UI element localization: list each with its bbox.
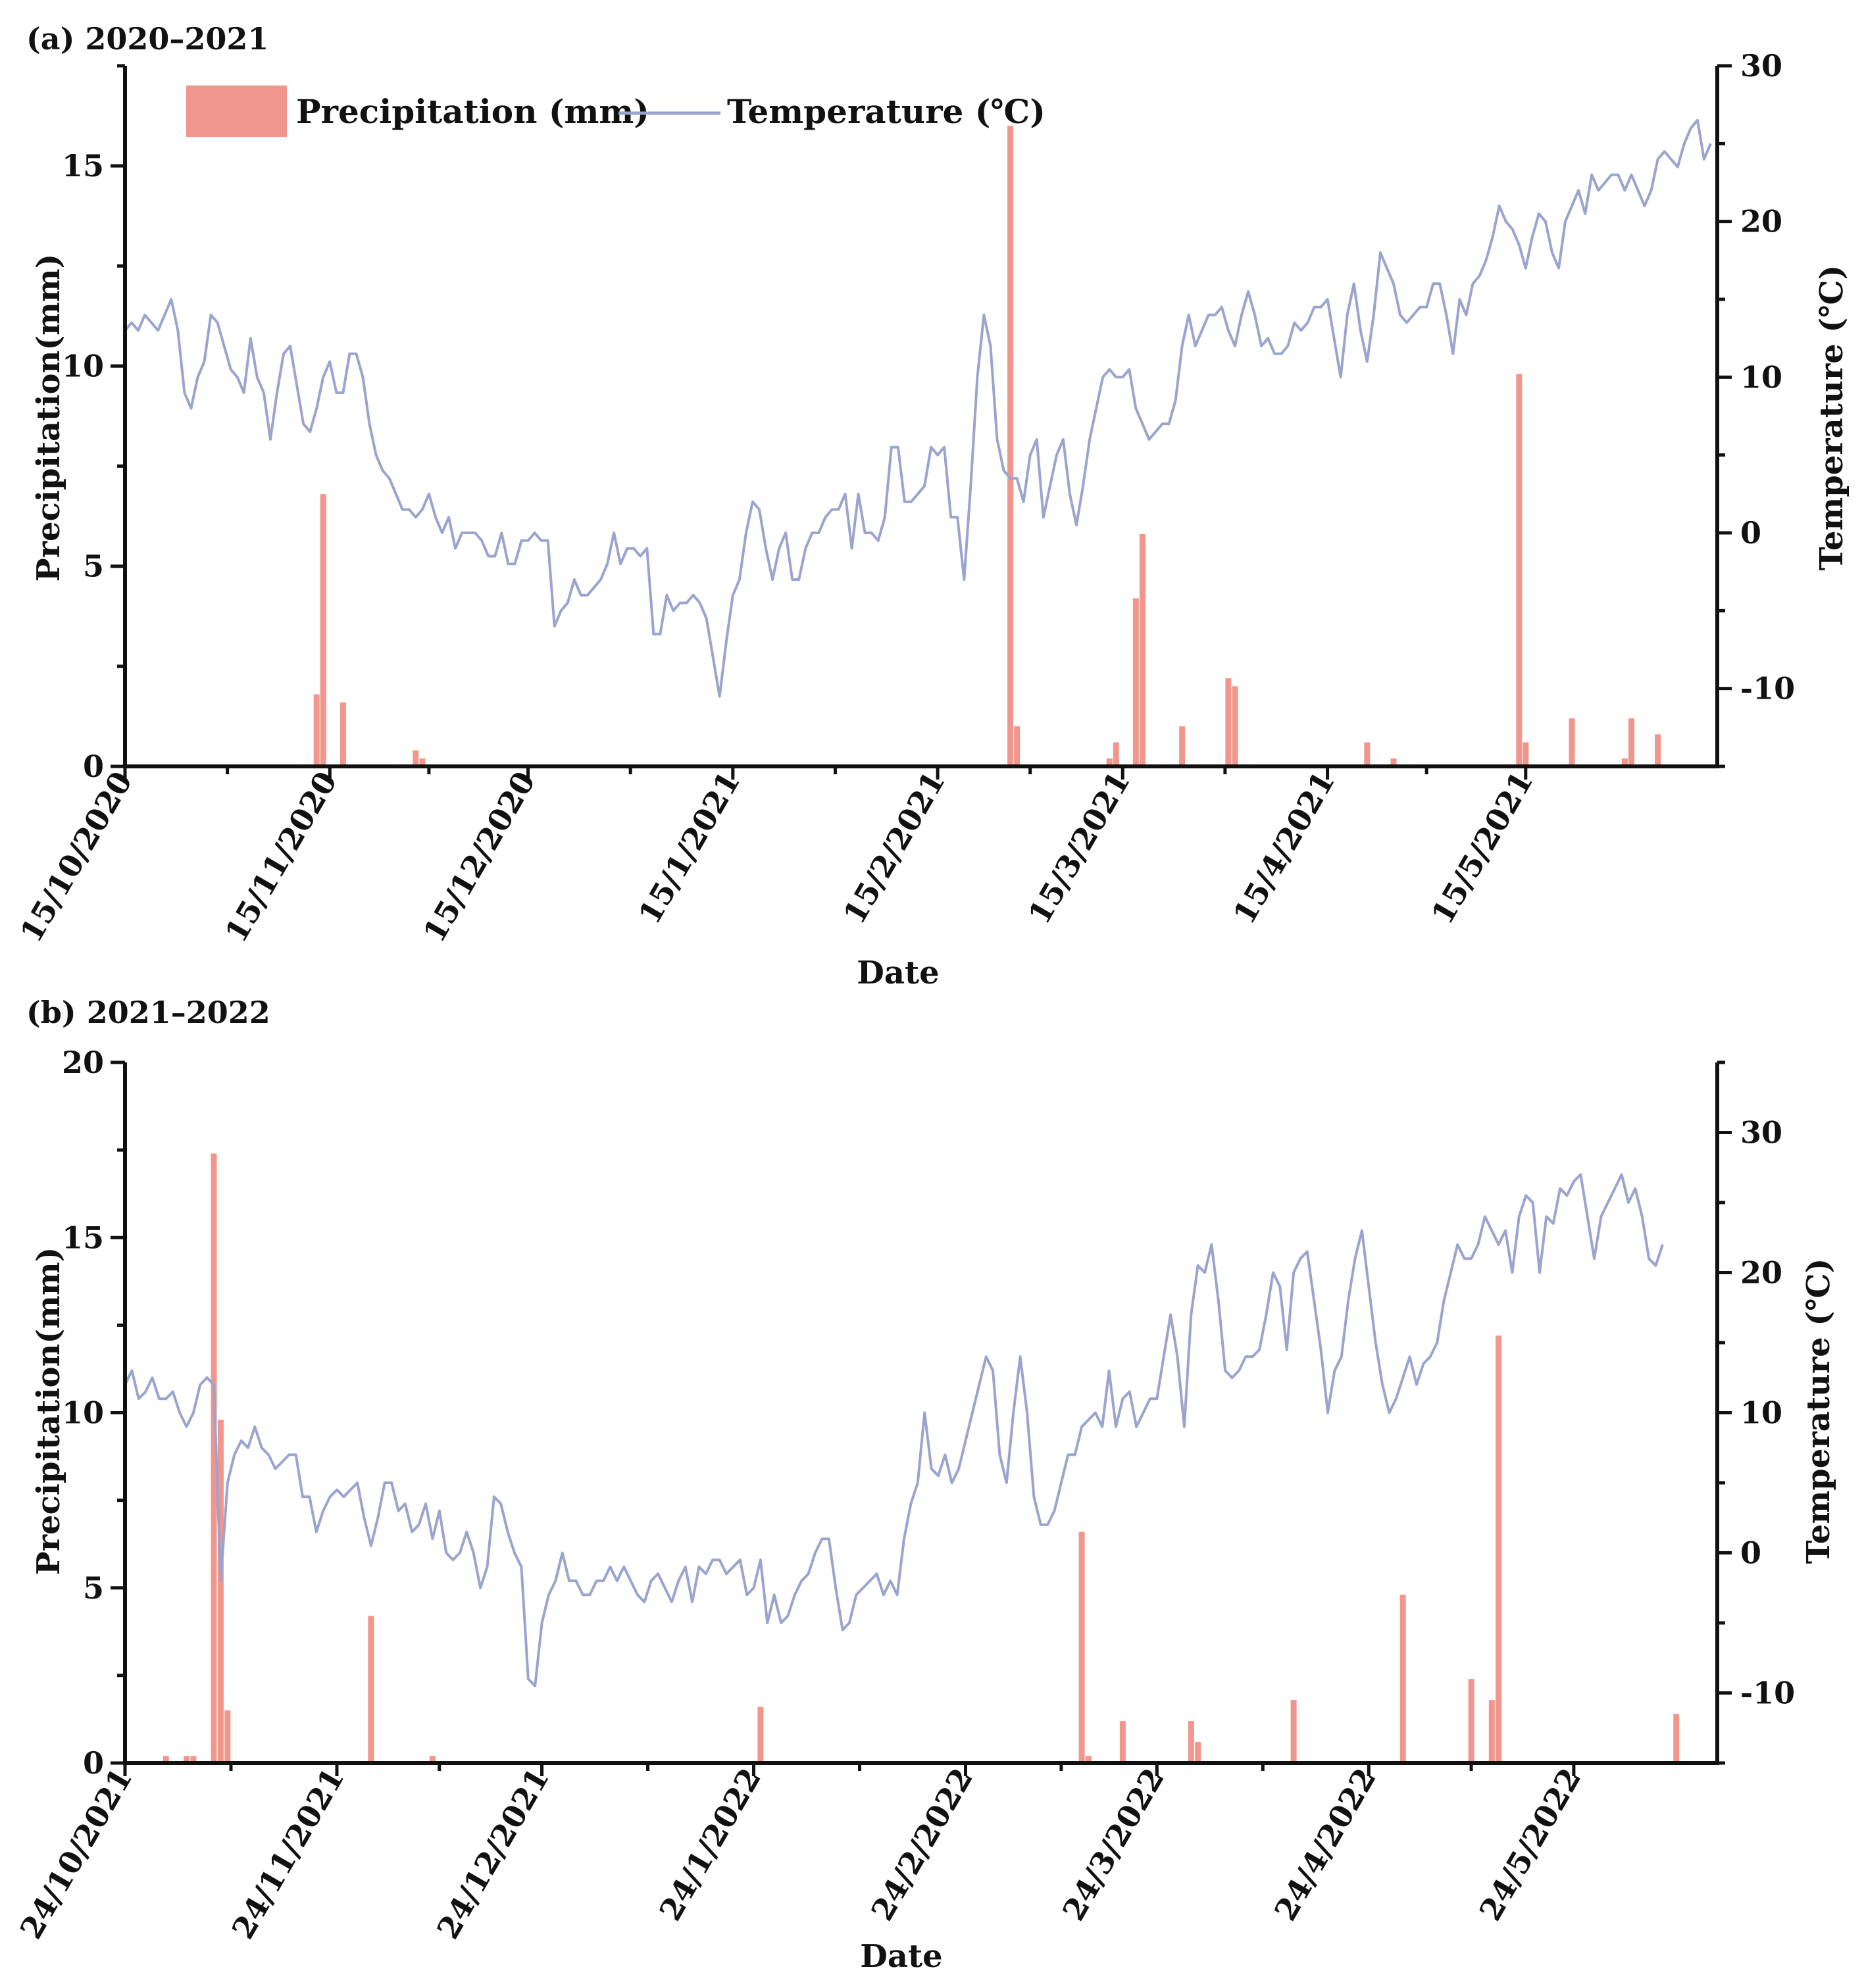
panel-a-precip-bar — [1364, 742, 1371, 766]
panel-b-ylabel: Precipitation(mm) — [30, 1247, 67, 1576]
panel-a-precip-bar — [413, 750, 419, 766]
panel-a-precip-bar — [340, 702, 346, 766]
panel-a-precip-bar — [1179, 726, 1186, 766]
panel-a-date-label: 15/12/2020 — [416, 766, 542, 949]
panel-a-temp-line — [124, 118, 1712, 698]
legend-precip-swatch — [186, 86, 287, 137]
panel-a-precip-bar — [1621, 758, 1628, 766]
panel-b-precip-bar — [1086, 1756, 1092, 1763]
panel-a-ytick-label: 0 — [83, 749, 104, 784]
legend-precip-label: Precipitation (mm) — [296, 92, 649, 131]
panel-b-y2tick-label: -10 — [1740, 1676, 1795, 1711]
panel-a-precip-bar — [1628, 718, 1634, 766]
panel-a-precip-bar — [1232, 686, 1238, 766]
panel-a-temperature-series — [124, 118, 1712, 698]
panel-b-temp-line — [124, 1173, 1664, 1687]
panel-b-date-label: 24/10/2021 — [13, 1762, 139, 1945]
panel-b-date-label: 24/2/2022 — [864, 1762, 980, 1927]
legend: Precipitation (mm) Temperature (℃) — [186, 86, 1045, 137]
panel-a-precip-bar — [1655, 734, 1661, 766]
panel-b-ytick-label: 5 — [83, 1570, 104, 1606]
panel-b-precip-bar — [1188, 1721, 1194, 1763]
panel-a-precip-bar — [1014, 726, 1020, 766]
panel-a-date-label: 15/1/2021 — [632, 766, 747, 930]
panel-b-precip-bar — [1468, 1679, 1474, 1763]
panel-a-title: (a) 2020–2021 — [26, 21, 268, 57]
panel-a-ytick-label: 10 — [62, 348, 104, 384]
panel-a-date-label: 15/11/2020 — [218, 766, 344, 949]
panel-b-precip-bar — [217, 1420, 224, 1763]
panel-b-ytick-label: 0 — [83, 1745, 104, 1781]
panel-b-precip-bar — [224, 1710, 231, 1763]
panel-b-precip-bar — [211, 1153, 217, 1763]
panel-b-y2tick-label: 10 — [1740, 1395, 1782, 1431]
panel-a-precip-bar — [1113, 742, 1119, 766]
panel-a-date-label: 15/4/2021 — [1226, 766, 1342, 930]
panel-b-y2label: Temperature (℃) — [1800, 1258, 1837, 1564]
panel-b-precip-bar — [1399, 1595, 1406, 1763]
panel-b-precip-bar — [1673, 1714, 1680, 1763]
panel-b-title: (b) 2021–2022 — [26, 995, 270, 1030]
panel-a-precip-bar — [1225, 678, 1232, 766]
panel-a-precip-bar — [1516, 374, 1523, 766]
panel-b-ytick-label: 20 — [62, 1045, 104, 1080]
panel-b-ytick-label: 15 — [62, 1220, 104, 1255]
panel-a-y2tick-label: 20 — [1740, 204, 1782, 239]
panel-a-precip-bar — [313, 694, 320, 766]
panel-a-bars — [313, 126, 1661, 767]
panel-a-ytick-label: 15 — [62, 148, 104, 184]
panel-a-precip-bar — [320, 494, 326, 766]
panel-a-precip-bar — [419, 758, 426, 766]
panel-b-precip-bar — [1488, 1700, 1495, 1763]
panel-b-precip-bar — [368, 1616, 374, 1763]
panel-b-precip-bar — [1078, 1531, 1085, 1763]
panel-b-temperature-series — [124, 1173, 1664, 1687]
panel-a-y2tick-label: 10 — [1740, 359, 1782, 395]
panel-a-precip-bar — [1106, 758, 1113, 766]
panel-a-y2tick-label: 30 — [1740, 48, 1782, 84]
panel-b-precip-bar — [163, 1756, 169, 1763]
panel-b-date-label: 24/11/2021 — [225, 1762, 351, 1945]
panel-a-precip-bar — [1139, 534, 1146, 766]
panel-b-ytick-label: 10 — [62, 1395, 104, 1431]
panel-b-y2tick-label: 20 — [1740, 1255, 1782, 1291]
panel-b-date-label: 24/12/2021 — [430, 1762, 556, 1945]
panel-a-precip-bar — [1390, 758, 1397, 766]
panel-a-date-label: 15/3/2021 — [1021, 766, 1137, 930]
panel-b-precip-bar — [757, 1706, 764, 1763]
panel-b-date-label: 24/5/2022 — [1473, 1762, 1588, 1927]
panel-a-ylabel: Precipitation(mm) — [30, 254, 67, 582]
panel-b-xlabel: Date — [860, 1938, 942, 1975]
panel-b-precip-bar — [1195, 1742, 1201, 1763]
panel-b-date-label: 24/1/2022 — [652, 1762, 768, 1927]
panel-a-y2tick-label: 0 — [1740, 515, 1761, 551]
panel-a-y2label: Temperature (℃) — [1813, 265, 1850, 571]
panel-a-y2tick-label: -10 — [1740, 671, 1795, 707]
panel-b-date-label: 24/3/2022 — [1055, 1762, 1171, 1927]
panel-a-date-label: 15/5/2021 — [1424, 766, 1540, 930]
panel-b: (b) 2021–2022 0 5 10 15 20 -10 0 10 20 30 24/10/20… — [13, 995, 1837, 1975]
panel-b-y2tick-label: 30 — [1740, 1115, 1782, 1151]
panel-a-precip-bar — [1007, 126, 1014, 767]
panel-b-precip-bar — [1290, 1700, 1297, 1763]
panel-b-y2tick-label: 0 — [1740, 1535, 1761, 1571]
panel-a-date-label: 15/10/2020 — [13, 766, 139, 949]
panel-a-xlabel: Date — [857, 955, 939, 991]
panel-b-ticks: 0 5 10 15 20 -10 0 10 20 30 24/10/2021 24/11/2021 24… — [13, 1045, 1795, 1945]
panel-b-date-label: 24/4/2022 — [1267, 1762, 1383, 1927]
panel-b-bars — [163, 1153, 1680, 1763]
panel-b-precip-bar — [1119, 1721, 1126, 1763]
panel-a-ytick-label: 5 — [83, 549, 104, 584]
panel-a: (a) 2020–2021 0 5 10 15 -10 0 10 20 30 15/10/2020… — [13, 21, 1850, 991]
legend-temp-label: Temperature (℃) — [727, 92, 1045, 131]
panel-a-precip-bar — [1523, 742, 1529, 766]
panel-a-precip-bar — [1132, 598, 1139, 766]
panel-a-date-label: 15/2/2021 — [836, 766, 952, 930]
panel-b-precip-bar — [184, 1756, 189, 1763]
panel-b-precip-bar — [190, 1756, 197, 1763]
panel-a-precip-bar — [1569, 718, 1575, 766]
panel-b-precip-bar — [1496, 1335, 1502, 1763]
panel-b-precip-bar — [429, 1756, 436, 1763]
